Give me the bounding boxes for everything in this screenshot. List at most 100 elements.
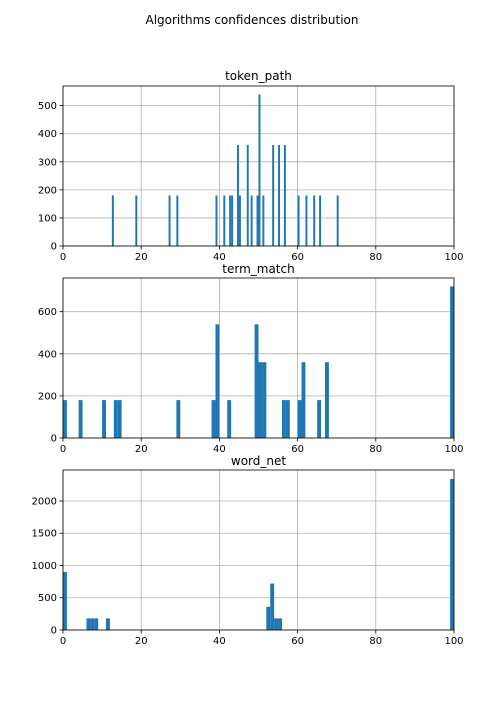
token-path-ytick-label: 0 (51, 242, 57, 253)
term-match-bar (324, 362, 329, 438)
token-path-bar (250, 195, 253, 246)
token-path-bar (238, 195, 241, 246)
token-path-bar (111, 195, 114, 246)
token-path-ytick-label: 300 (38, 157, 57, 168)
term-match-frame (62, 277, 455, 439)
token-path-ytick-label: 200 (38, 185, 57, 196)
term-match-ytick-label: 600 (38, 307, 57, 318)
word-net-title: word_net (231, 454, 286, 468)
term-match-bar (117, 400, 122, 438)
term-match-xtick-label: 80 (369, 444, 382, 455)
token-path-bars (111, 94, 339, 246)
term-match-ytick-label: 400 (38, 349, 57, 360)
token-path-bar (256, 195, 259, 246)
term-match-bar (262, 362, 267, 438)
token-path-xtick-label: 60 (291, 252, 304, 263)
token-path-bar (262, 195, 265, 246)
token-path-bar (135, 195, 138, 246)
token-path-bar (246, 144, 249, 246)
word-net-bar (63, 571, 67, 630)
word-net-ytick-label: 2000 (32, 496, 57, 507)
word-net-bar (94, 618, 99, 630)
token-path-bar (313, 195, 316, 246)
token-path-bar (297, 195, 300, 246)
word-net-frame (62, 469, 455, 631)
word-net-xtick-label: 0 (60, 636, 66, 647)
word-net-bar (270, 583, 275, 630)
term-match-bar (215, 324, 220, 438)
term-match-bar (78, 400, 83, 438)
term-match-bar (227, 400, 232, 438)
word-net-xtick-label: 40 (213, 636, 226, 647)
term-match-xtick-label: 20 (135, 444, 148, 455)
token-path-bar (231, 195, 234, 246)
token-path-bar (278, 144, 281, 246)
word-net-xtick-label: 100 (444, 636, 463, 647)
term-match-bar (258, 362, 263, 438)
word-net-bar (278, 618, 282, 630)
token-path-bar (283, 144, 286, 246)
token-path-panel: token_path 0 20 40 60 80 100 0 100 200 300 400 500 (38, 69, 464, 263)
term-match-ytick-label: 0 (51, 434, 57, 445)
term-match-bar (113, 400, 118, 438)
word-net-xtick-label: 60 (291, 636, 304, 647)
term-match-xtick-label: 0 (60, 444, 66, 455)
word-net-bar (106, 618, 110, 630)
token-path-bar (236, 144, 239, 246)
word-net-ytick-label: 1500 (32, 529, 57, 540)
token-path-frame (62, 85, 455, 247)
term-match-bar (63, 400, 67, 438)
token-path-xtick-label: 20 (135, 252, 148, 263)
token-path-bar (215, 195, 218, 246)
term-match-bar (281, 400, 286, 438)
token-path-bar (272, 144, 275, 246)
word-net-bar (274, 618, 279, 630)
term-match-ytick-label: 200 (38, 391, 57, 402)
token-path-bar (223, 195, 226, 246)
word-net-xtick-label: 80 (369, 636, 382, 647)
term-match-bar (285, 400, 290, 438)
token-path-bar (229, 195, 232, 246)
token-path-bar (336, 195, 339, 246)
term-match-ticks: 0 20 40 60 80 100 0 200 400 600 (38, 307, 464, 455)
token-path-xtick-label: 80 (369, 252, 382, 263)
term-match-title: term_match (222, 262, 294, 276)
term-match-bar (254, 324, 259, 438)
word-net-bar (86, 618, 91, 630)
term-match-xtick-label: 100 (444, 444, 463, 455)
token-path-xtick-label: 100 (444, 252, 463, 263)
word-net-ytick-label: 0 (51, 626, 57, 637)
word-net-bar (266, 606, 271, 630)
word-net-bar (450, 479, 454, 630)
term-match-bars (63, 286, 454, 438)
term-match-xtick-label: 40 (213, 444, 226, 455)
token-path-bar (258, 94, 261, 246)
token-path-bar (319, 195, 322, 246)
token-path-ticks: 0 20 40 60 80 100 0 100 200 300 400 500 (38, 101, 464, 263)
word-net-grid (62, 470, 455, 631)
token-path-bar (305, 195, 308, 246)
token-path-title: token_path (225, 69, 292, 83)
word-net-bar (90, 618, 95, 630)
token-path-ytick-label: 500 (38, 101, 57, 112)
term-match-bar (102, 400, 107, 438)
figure-title: Algorithms confidences distribution (146, 13, 359, 27)
token-path-ytick-label: 400 (38, 129, 57, 140)
token-path-xtick-label: 0 (60, 252, 66, 263)
word-net-ytick-label: 1000 (32, 561, 57, 572)
word-net-ytick-label: 500 (38, 593, 57, 604)
term-match-bar (450, 286, 454, 438)
term-match-bar (317, 400, 322, 438)
token-path-xtick-label: 40 (213, 252, 226, 263)
term-match-xtick-label: 60 (291, 444, 304, 455)
word-net-bars (63, 479, 454, 630)
term-match-bar (176, 400, 181, 438)
term-match-bar (301, 362, 306, 438)
token-path-bar (176, 195, 179, 246)
term-match-panel: term_match 0 20 40 60 80 100 0 200 400 600 (38, 262, 464, 455)
term-match-bar (297, 400, 302, 438)
token-path-ytick-label: 100 (38, 213, 57, 224)
